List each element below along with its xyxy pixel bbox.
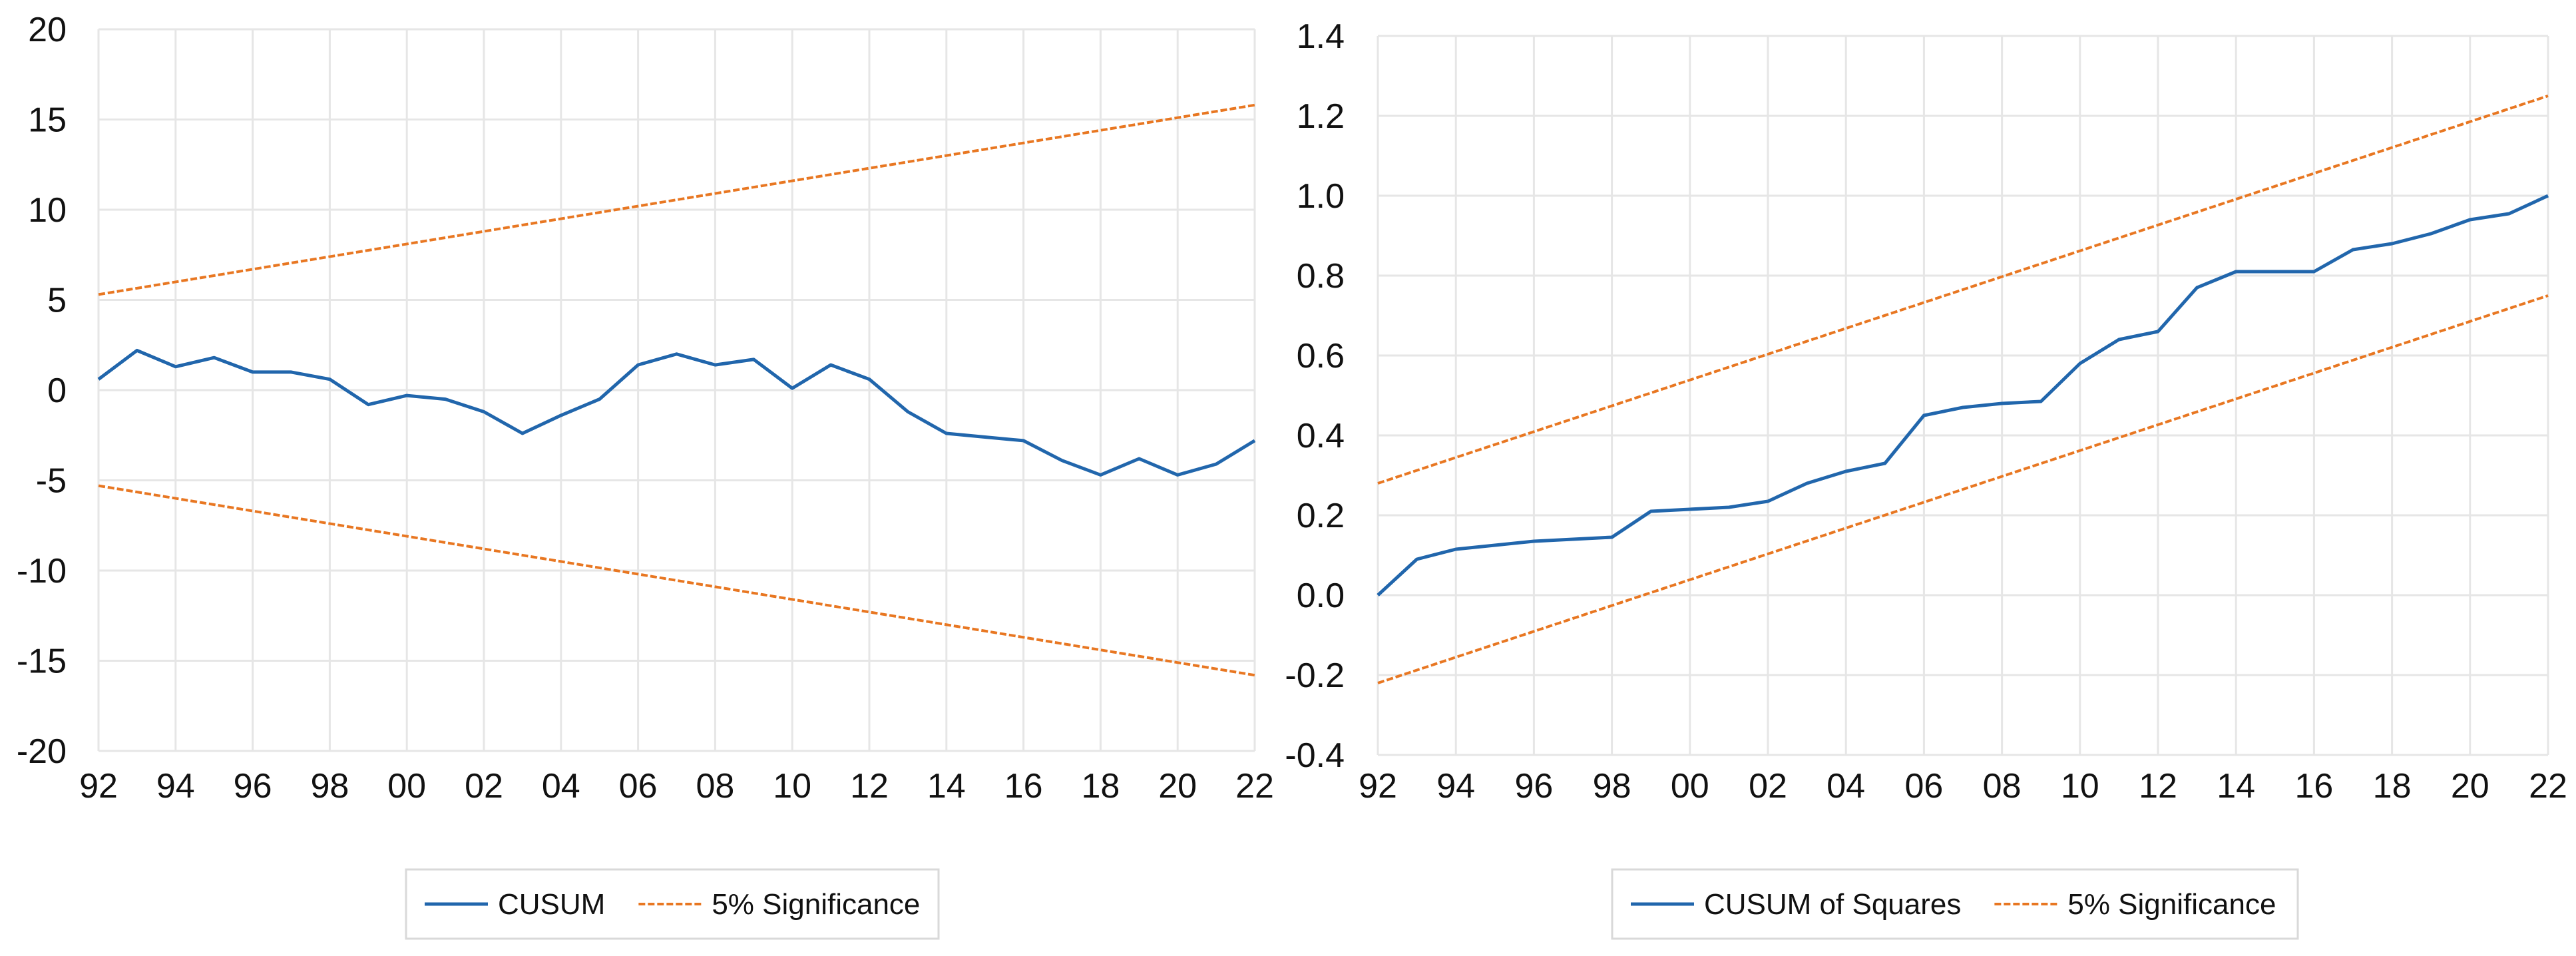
x-tick-label: 94 (156, 767, 195, 806)
legend-label: CUSUM (498, 888, 605, 921)
cusum-line (97, 348, 1256, 477)
y-tick-label: 0.6 (1297, 337, 1345, 375)
chart-legend: CUSUM of Squares 5% Significance (1611, 868, 2299, 940)
y-tick-label: 0.0 (1297, 577, 1345, 615)
x-tick-label: 22 (1235, 767, 1274, 806)
x-tick-label: 16 (2294, 767, 2333, 806)
y-tick-label: 5 (47, 282, 67, 320)
y-tick-label: 15 (28, 101, 67, 140)
x-tick-label: 18 (1081, 767, 1120, 806)
y-tick-label: 10 (28, 191, 67, 230)
y-tick-label: -5 (36, 462, 67, 501)
cusum-of-squares-line (1377, 194, 2549, 597)
y-tick-label: -15 (17, 642, 67, 681)
x-tick-label: 18 (2373, 767, 2412, 806)
y-tick-label: -20 (17, 732, 67, 771)
5pct-significance-lower-line (1377, 294, 2549, 684)
x-tick-label: 12 (2139, 767, 2177, 806)
y-tick-label: -10 (17, 552, 67, 591)
x-tick-label: 06 (1904, 767, 1943, 806)
y-tick-label: 20 (28, 11, 67, 49)
5pct-significance-lower-line (98, 484, 1255, 677)
x-tick-label: 96 (1514, 767, 1553, 806)
legend-label: CUSUM of Squares (1704, 888, 1961, 921)
y-tick-label: 0.4 (1297, 417, 1345, 455)
x-tick-label: 14 (927, 767, 966, 806)
x-tick-label: 22 (2529, 767, 2567, 806)
y-tick-label: 0.2 (1297, 497, 1345, 535)
y-tick-label: -0.2 (1285, 656, 1345, 695)
x-tick-label: 92 (1359, 767, 1397, 806)
x-tick-label: 16 (1004, 767, 1043, 806)
legend-box (1611, 868, 2299, 940)
y-tick-label: 1.0 (1297, 177, 1345, 216)
x-tick-label: 20 (1158, 767, 1197, 806)
x-tick-label: 04 (542, 767, 580, 806)
x-tick-label: 06 (619, 767, 658, 806)
x-tick-label: 92 (79, 767, 118, 806)
x-tick-label: 10 (2061, 767, 2099, 806)
x-tick-label: 02 (1749, 767, 1787, 806)
cusum-of-squares-chart: 1.4 1.2 1.0 0.8 0.6 0.4 0.2 0.0 -0.2 -0.4 92 94 96 98… (1285, 17, 2567, 940)
x-tick-label: 14 (2217, 767, 2255, 806)
y-tick-label: -0.4 (1285, 736, 1345, 775)
5pct-significance-line (98, 103, 1255, 296)
x-tick-label: 98 (310, 767, 349, 806)
y-tick-label: 0.8 (1297, 257, 1345, 296)
x-tick-label: 20 (2451, 767, 2489, 806)
5pct-significance-line (1377, 95, 2549, 485)
x-tick-label: 08 (696, 767, 734, 806)
x-tick-label: 04 (1826, 767, 1865, 806)
x-tick-label: 00 (1671, 767, 1709, 806)
chart-legend: CUSUM 5% Significance (405, 868, 940, 940)
y-tick-label: 1.2 (1297, 97, 1345, 136)
y-tick-label: 1.4 (1297, 17, 1345, 56)
legend-label: 5% Significance (712, 888, 920, 921)
x-tick-label: 00 (387, 767, 426, 806)
x-tick-label: 94 (1436, 767, 1475, 806)
x-tick-label: 12 (850, 767, 889, 806)
cusum-chart: 20 15 10 5 0 -5 -10 -15 -20 92 94 96 98 00 02 04 06 08 10 1… (17, 11, 1274, 940)
legend-label: 5% Significance (2067, 888, 2276, 921)
x-tick-label: 98 (1593, 767, 1631, 806)
y-tick-label: 0 (47, 371, 67, 410)
x-tick-label: 02 (465, 767, 503, 806)
x-tick-label: 08 (1983, 767, 2022, 806)
x-tick-label: 96 (234, 767, 272, 806)
x-tick-label: 10 (773, 767, 811, 806)
